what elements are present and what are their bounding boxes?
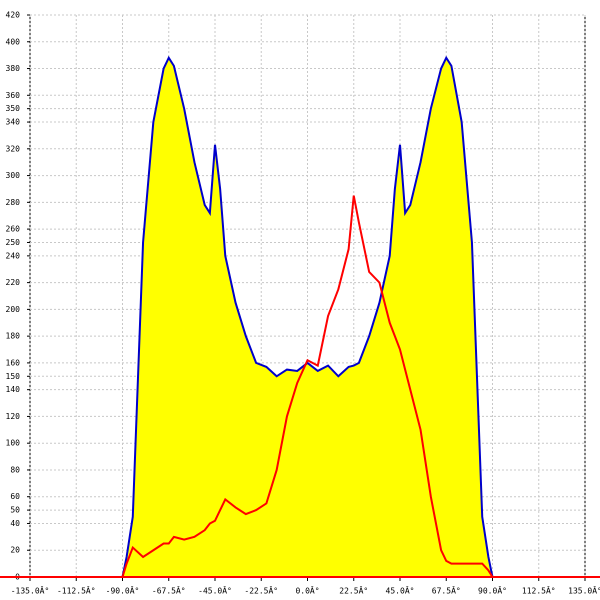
y-tick-label: 200 — [6, 305, 21, 314]
x-tick-label: 22.5Â° — [339, 585, 368, 596]
y-tick-label: 160 — [6, 358, 21, 367]
y-tick-label: 40 — [10, 519, 20, 528]
y-tick-label: 260 — [6, 225, 21, 234]
y-tick-label: 180 — [6, 332, 21, 341]
line — [121, 195, 494, 578]
y-tick-label: 300 — [6, 171, 21, 180]
y-tick-label: 80 — [10, 465, 20, 474]
y-tick-label: 240 — [6, 251, 21, 260]
x-tick-label: -112.5Â° — [57, 585, 96, 596]
x-tick-label: 135.0Â° — [568, 585, 600, 596]
y-tick-label: 380 — [6, 64, 21, 73]
y-tick-label: 140 — [6, 385, 21, 394]
y-tick-label: 280 — [6, 198, 21, 207]
x-tick-label: -45.0Â° — [198, 585, 232, 596]
x-tick-label: 67.5Â° — [432, 585, 461, 596]
y-tick-label: 220 — [6, 278, 21, 287]
x-tick-label: -22.5Â° — [244, 585, 278, 596]
y-tick-label: 400 — [6, 37, 21, 46]
y-tick-label: 50 — [10, 506, 20, 515]
x-tick-label: 90.0Â° — [478, 585, 507, 596]
x-tick-label: 112.5Â° — [522, 585, 556, 596]
y-tick-label: 60 — [10, 492, 20, 501]
x-tick-label: 0.0Â° — [295, 585, 319, 596]
y-tick-label: 150 — [6, 372, 21, 381]
y-tick-label: 100 — [6, 439, 21, 448]
y-tick-label: 120 — [6, 412, 21, 421]
x-tick-label: -135.0Â° — [11, 585, 50, 596]
y-tick-label: 350 — [6, 104, 21, 113]
x-tick-label: -90.0Â° — [106, 585, 140, 596]
y-tick-label: 20 — [10, 546, 20, 555]
x-tick-label: 45.0Â° — [386, 585, 415, 596]
y-tick-label: 360 — [6, 91, 21, 100]
x-tick-label: -67.5Â° — [152, 585, 186, 596]
y-tick-label: 340 — [6, 118, 21, 127]
y-tick-label: 420 — [6, 11, 21, 20]
y-tick-label: 250 — [6, 238, 21, 247]
y-tick-label: 320 — [6, 144, 21, 153]
area — [121, 55, 494, 578]
